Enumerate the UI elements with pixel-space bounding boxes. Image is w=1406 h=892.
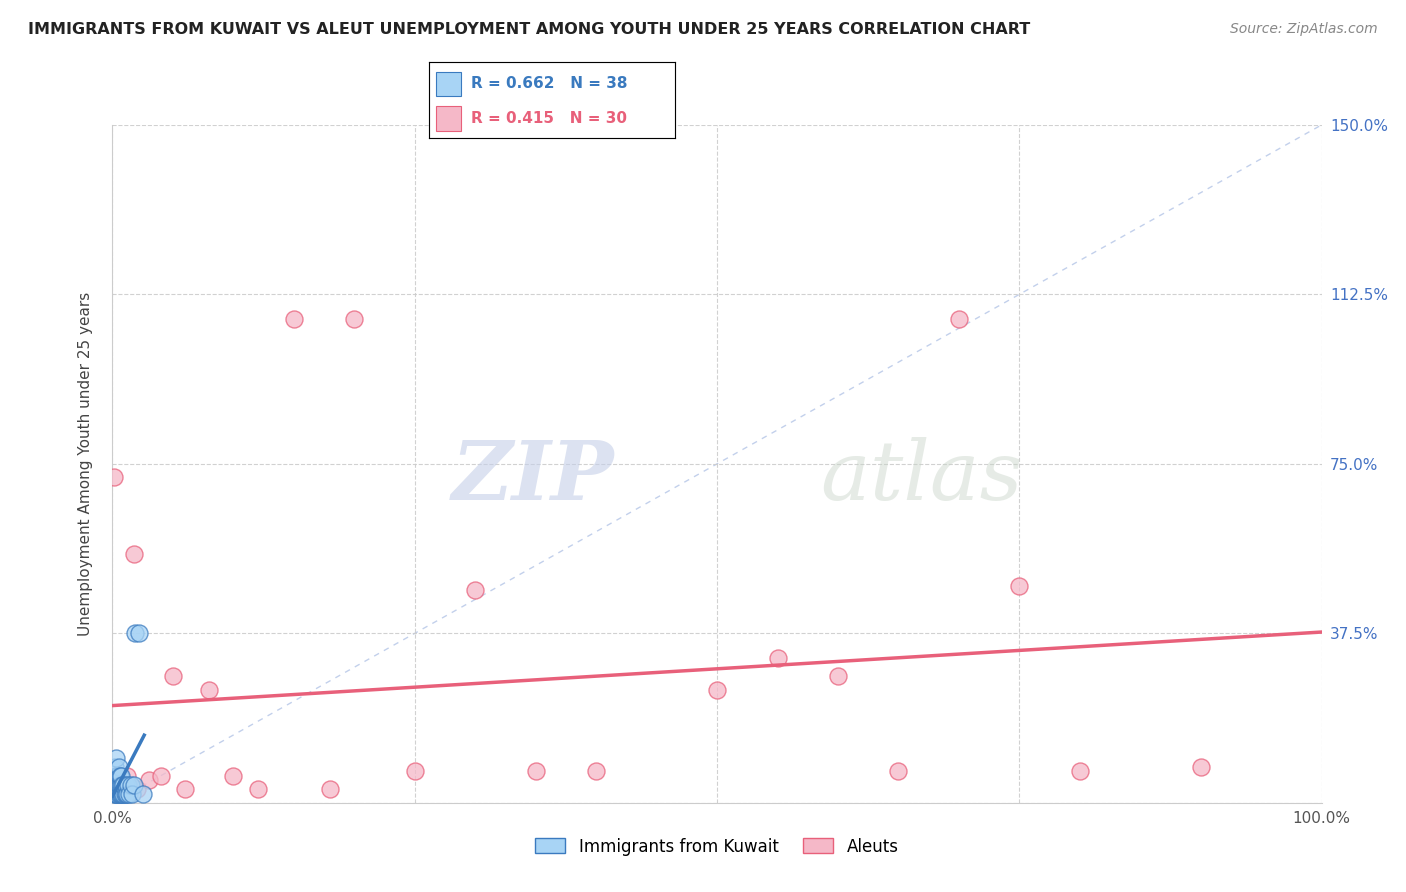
Point bbox=[132, 787, 155, 801]
Point bbox=[110, 787, 132, 801]
Point bbox=[162, 669, 184, 683]
Point bbox=[111, 778, 134, 792]
Point bbox=[105, 750, 128, 764]
Point bbox=[105, 778, 128, 792]
Point bbox=[103, 787, 125, 801]
Point bbox=[122, 778, 145, 792]
Point bbox=[108, 778, 131, 792]
Point bbox=[343, 312, 366, 326]
Point bbox=[115, 787, 138, 801]
Point bbox=[1189, 759, 1212, 773]
Bar bbox=[436, 106, 461, 130]
Point bbox=[138, 773, 160, 788]
Point bbox=[585, 764, 607, 779]
Point bbox=[105, 782, 128, 797]
Point bbox=[103, 470, 125, 484]
Point bbox=[128, 626, 150, 640]
Point bbox=[404, 764, 426, 779]
Text: R = 0.662   N = 38: R = 0.662 N = 38 bbox=[471, 76, 627, 91]
Point bbox=[246, 782, 269, 797]
Text: atlas: atlas bbox=[820, 437, 1022, 517]
Point bbox=[174, 782, 197, 797]
Point bbox=[104, 759, 127, 773]
Point bbox=[104, 787, 127, 801]
Point bbox=[948, 312, 970, 326]
Point bbox=[117, 778, 139, 792]
Text: R = 0.415   N = 30: R = 0.415 N = 30 bbox=[471, 111, 627, 126]
Text: ZIP: ZIP bbox=[451, 437, 614, 517]
Point bbox=[1069, 764, 1091, 779]
Point bbox=[222, 769, 245, 783]
Point bbox=[107, 773, 129, 788]
Point bbox=[104, 778, 127, 792]
Point bbox=[105, 769, 128, 783]
Point bbox=[112, 778, 135, 792]
Point bbox=[112, 787, 135, 801]
Point bbox=[108, 787, 131, 801]
Point bbox=[111, 787, 134, 801]
Point bbox=[103, 778, 125, 792]
Point bbox=[110, 778, 132, 792]
Point bbox=[108, 769, 131, 783]
Point bbox=[120, 782, 142, 797]
Legend: Immigrants from Kuwait, Aleuts: Immigrants from Kuwait, Aleuts bbox=[529, 831, 905, 863]
Point bbox=[706, 682, 728, 697]
Point bbox=[105, 778, 128, 792]
Point bbox=[121, 787, 143, 801]
Point bbox=[122, 547, 145, 561]
Y-axis label: Unemployment Among Youth under 25 years: Unemployment Among Youth under 25 years bbox=[79, 292, 93, 636]
Point bbox=[105, 787, 128, 801]
Point bbox=[105, 787, 128, 801]
Point bbox=[827, 669, 849, 683]
Point bbox=[107, 759, 129, 773]
Point bbox=[149, 769, 172, 783]
Text: Source: ZipAtlas.com: Source: ZipAtlas.com bbox=[1230, 22, 1378, 37]
Point bbox=[105, 769, 128, 783]
Point bbox=[198, 682, 221, 697]
Point bbox=[524, 764, 547, 779]
Point bbox=[125, 782, 148, 797]
Point bbox=[114, 787, 136, 801]
Point bbox=[283, 312, 305, 326]
Point bbox=[124, 626, 146, 640]
Point bbox=[1008, 579, 1031, 593]
Point bbox=[118, 787, 141, 801]
Point bbox=[114, 782, 136, 797]
Point bbox=[114, 778, 136, 792]
Text: IMMIGRANTS FROM KUWAIT VS ALEUT UNEMPLOYMENT AMONG YOUTH UNDER 25 YEARS CORRELAT: IMMIGRANTS FROM KUWAIT VS ALEUT UNEMPLOY… bbox=[28, 22, 1031, 37]
Point bbox=[887, 764, 910, 779]
Point bbox=[115, 769, 138, 783]
Point bbox=[766, 651, 789, 665]
Point bbox=[464, 583, 486, 598]
Point bbox=[120, 778, 142, 792]
Bar bbox=[436, 71, 461, 95]
Point bbox=[319, 782, 342, 797]
Point bbox=[107, 778, 129, 792]
Point bbox=[110, 769, 132, 783]
Point bbox=[103, 769, 125, 783]
Point bbox=[114, 787, 136, 801]
Point bbox=[107, 787, 129, 801]
